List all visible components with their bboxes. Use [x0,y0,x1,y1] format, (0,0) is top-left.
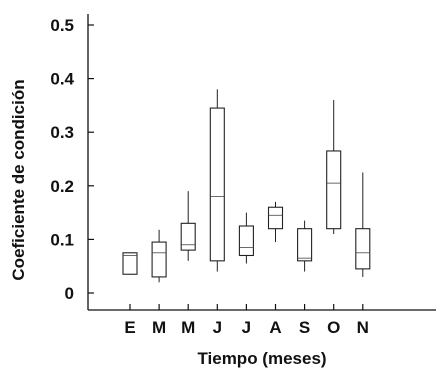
box-iqr [180,222,196,251]
y-tick-label: 0.4 [50,70,74,89]
box-2 [180,191,196,261]
box-4 [238,212,254,264]
box-7 [326,100,342,235]
y-tick-label: 0.1 [50,230,74,249]
box-iqr [122,252,138,275]
box-iqr [326,150,342,230]
box-iqr [355,228,371,270]
x-tick-label: N [357,318,369,337]
y-axis-title: Coeficiente de condición [9,79,28,280]
box-8 [355,172,371,277]
box-5 [267,201,284,243]
x-tick-label: M [152,318,166,337]
box-iqr [267,206,284,230]
x-tick-label: J [213,318,222,337]
box-iqr [209,107,225,262]
y-axis: 0 0.1 0.2 0.3 0.4 0.5 [50,16,94,303]
y-tick-label: 0.5 [50,16,74,35]
box-iqr [238,225,254,257]
boxes-layer [122,89,371,283]
box-iqr [151,241,167,278]
x-tick-label: S [299,318,310,337]
x-tick-label: O [327,318,340,337]
y-tick-label: 0.3 [50,123,74,142]
y-tick-label: 0 [65,284,74,303]
box-3 [209,89,225,272]
y-tick-label: 0.2 [50,177,74,196]
plot-frame [87,14,436,311]
x-tick-label: J [242,318,251,337]
x-tick-label: A [269,318,281,337]
box-1 [151,229,167,283]
x-tick-label: E [124,318,135,337]
x-tick-label: M [181,318,195,337]
x-axis-title: Tiempo (meses) [197,349,326,368]
box-iqr [297,228,313,262]
box-0 [122,252,138,275]
box-6 [297,220,313,272]
